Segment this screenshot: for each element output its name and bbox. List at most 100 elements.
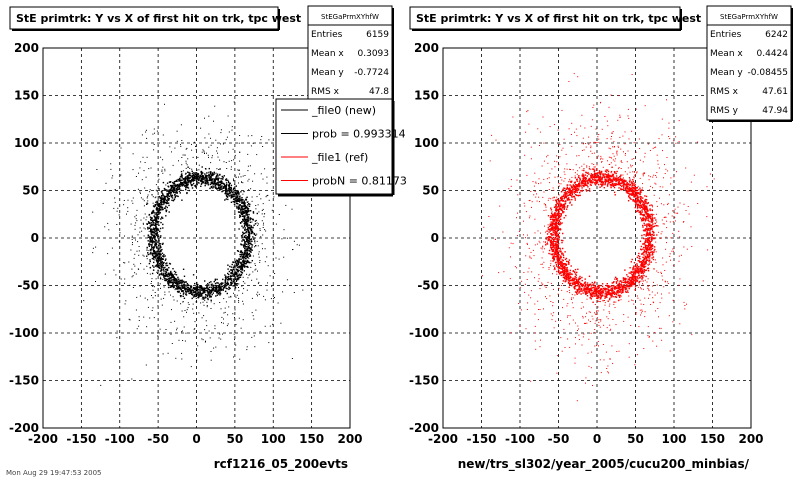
data-point	[242, 193, 244, 195]
data-point	[194, 290, 196, 293]
data-point	[558, 200, 561, 203]
data-point	[227, 276, 230, 278]
data-point	[230, 168, 232, 170]
data-point	[164, 103, 165, 105]
data-point	[551, 249, 553, 251]
data-point	[246, 229, 248, 231]
data-point	[239, 262, 242, 264]
data-point	[151, 281, 152, 282]
data-point	[228, 184, 230, 186]
data-point	[548, 225, 551, 227]
data-point	[652, 225, 655, 228]
data-point	[249, 242, 252, 245]
data-point	[156, 260, 158, 262]
data-point	[239, 276, 242, 278]
data-point	[546, 230, 548, 232]
data-point	[210, 296, 212, 298]
data-point	[242, 211, 244, 214]
data-point	[310, 306, 312, 308]
data-point	[204, 300, 206, 302]
data-point	[571, 185, 573, 188]
data-point	[644, 255, 646, 257]
data-point	[179, 279, 181, 282]
data-point	[244, 202, 246, 204]
data-point	[116, 210, 118, 212]
data-point	[170, 188, 172, 190]
data-point	[648, 263, 651, 265]
data-point	[172, 278, 174, 281]
data-point	[156, 227, 158, 230]
data-point	[132, 197, 134, 199]
data-point	[240, 258, 242, 260]
data-point	[554, 226, 557, 228]
data-point	[248, 236, 250, 239]
data-point	[286, 237, 288, 239]
data-point	[155, 243, 157, 246]
data-point	[256, 212, 258, 215]
data-point	[265, 196, 267, 198]
data-point	[275, 223, 277, 225]
data-point	[207, 184, 210, 186]
data-point	[149, 239, 151, 241]
data-point	[215, 289, 217, 291]
data-point	[622, 287, 624, 289]
data-point	[225, 290, 227, 292]
data-point	[154, 241, 156, 243]
data-point	[257, 224, 259, 226]
data-point	[643, 249, 646, 251]
data-point	[169, 174, 171, 176]
data-point	[651, 214, 654, 216]
data-point	[160, 259, 162, 262]
data-point	[646, 225, 648, 227]
data-point	[214, 187, 217, 189]
data-point	[232, 193, 234, 195]
data-point	[143, 205, 145, 207]
data-point	[166, 200, 168, 203]
data-point	[156, 216, 158, 218]
data-point	[241, 209, 244, 211]
data-point	[176, 192, 178, 194]
data-point	[159, 212, 161, 214]
data-point	[225, 194, 228, 197]
data-point	[187, 166, 189, 168]
data-point	[647, 242, 650, 244]
data-point	[206, 286, 208, 288]
data-point	[186, 290, 188, 293]
data-point	[149, 252, 152, 254]
data-point	[188, 304, 190, 305]
data-point	[273, 243, 275, 245]
y-tick-label: -200	[9, 421, 39, 435]
data-point	[222, 278, 224, 281]
data-point	[83, 300, 85, 302]
data-point	[160, 201, 162, 204]
data-point	[264, 261, 266, 263]
data-point	[258, 256, 260, 258]
data-point	[140, 219, 142, 221]
data-point	[615, 287, 617, 289]
data-point	[238, 276, 240, 278]
data-point	[243, 263, 245, 266]
data-point	[608, 181, 610, 184]
data-point	[186, 309, 188, 311]
data-point	[210, 162, 212, 164]
data-point	[183, 275, 186, 277]
data-point	[171, 279, 173, 281]
data-point	[226, 288, 228, 290]
data-point	[235, 194, 238, 196]
data-point	[238, 195, 240, 198]
data-point	[151, 217, 153, 219]
data-point	[249, 273, 251, 275]
data-point	[236, 269, 239, 271]
data-point	[154, 252, 156, 254]
data-point	[157, 338, 159, 340]
data-point	[152, 254, 154, 257]
data-point	[152, 212, 154, 214]
data-point	[151, 310, 153, 311]
data-point	[221, 285, 223, 288]
data-point	[606, 296, 608, 298]
data-point	[242, 219, 244, 222]
data-point	[155, 223, 157, 225]
data-point	[208, 294, 210, 297]
data-point	[139, 167, 141, 169]
data-point	[159, 206, 161, 208]
